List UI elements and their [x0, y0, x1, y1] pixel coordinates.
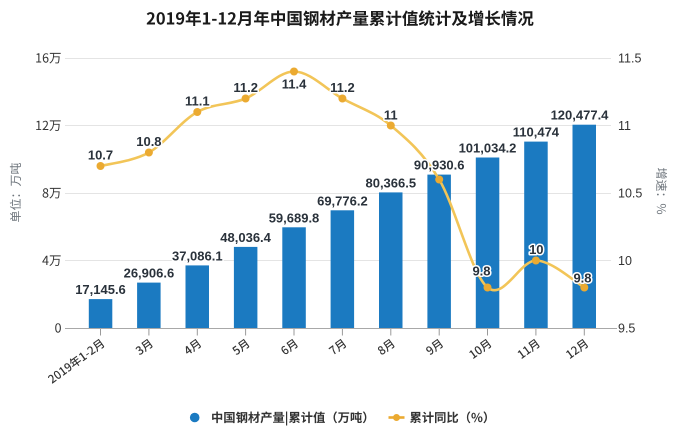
svg-text:11: 11 — [618, 119, 631, 133]
svg-text:48,036.4: 48,036.4 — [220, 230, 271, 245]
svg-text:17,145.6: 17,145.6 — [75, 282, 126, 297]
svg-text:11.4: 11.4 — [282, 77, 307, 92]
svg-text:10: 10 — [529, 242, 543, 257]
svg-text:69,776.2: 69,776.2 — [317, 193, 368, 208]
svg-text:9.5: 9.5 — [618, 322, 635, 336]
svg-text:11: 11 — [384, 108, 398, 123]
svg-text:9.8: 9.8 — [573, 271, 591, 286]
svg-text:11.2: 11.2 — [330, 80, 355, 95]
svg-text:120,477.4: 120,477.4 — [551, 108, 610, 123]
svg-text:90,930.6: 90,930.6 — [414, 158, 465, 173]
svg-text:11.2: 11.2 — [233, 80, 258, 95]
svg-text:10: 10 — [618, 254, 632, 268]
svg-text:101,034.2: 101,034.2 — [459, 141, 517, 156]
svg-text:10.8: 10.8 — [136, 134, 161, 149]
svg-text:59,689.8: 59,689.8 — [269, 210, 320, 225]
svg-text:110,474: 110,474 — [513, 125, 560, 140]
svg-text:9.8: 9.8 — [472, 264, 490, 279]
svg-text:11.1: 11.1 — [185, 94, 210, 109]
svg-text:11.5: 11.5 — [618, 52, 641, 66]
svg-text:26,906.6: 26,906.6 — [124, 266, 175, 281]
svg-text:37,086.1: 37,086.1 — [172, 248, 223, 263]
svg-text:80,366.5: 80,366.5 — [365, 175, 416, 190]
svg-text:10.5: 10.5 — [618, 187, 642, 201]
svg-text:10.7: 10.7 — [88, 148, 113, 163]
